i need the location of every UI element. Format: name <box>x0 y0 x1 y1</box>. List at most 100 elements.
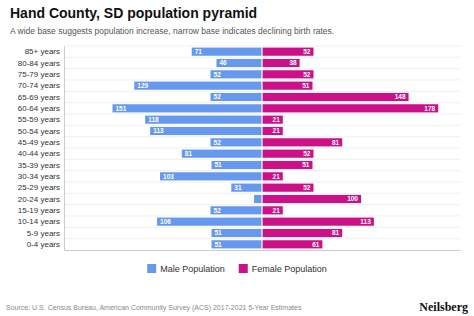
bar <box>262 93 409 101</box>
y-tick: 50-54 years <box>18 127 64 136</box>
bar <box>262 127 283 135</box>
bar <box>212 240 262 248</box>
data-label: 21 <box>273 173 281 180</box>
data-label: 21 <box>273 127 281 134</box>
y-axis: 0-4 years 5-9 years 10-14 years 15-19 years… <box>18 47 65 251</box>
data-label: 52 <box>303 184 311 191</box>
bar <box>145 116 262 124</box>
source: Source: U.S. Census Bureau, American Com… <box>6 304 302 312</box>
y-tick-label: 75-79 years <box>18 70 60 79</box>
data-label: 51 <box>302 82 310 89</box>
y-tick-label: 65-69 years <box>18 93 60 102</box>
legend-swatch <box>147 264 156 273</box>
data-label: 52 <box>214 207 222 214</box>
bar <box>157 218 262 226</box>
data-label: 21 <box>273 207 281 214</box>
bar <box>262 59 300 67</box>
data-label: 51 <box>215 229 223 236</box>
x-axis <box>65 250 461 251</box>
y-tick-label: 5-9 years <box>27 229 60 238</box>
y-tick-label: 25-29 years <box>18 183 60 192</box>
bar <box>192 48 262 56</box>
bar <box>262 206 283 214</box>
y-tick: 5-9 years <box>27 229 64 238</box>
data-label: 52 <box>214 93 222 100</box>
y-tick-label: 15-19 years <box>18 206 60 215</box>
bar <box>134 82 262 90</box>
data-label: 113 <box>360 218 371 225</box>
y-tick-label: 35-39 years <box>18 161 60 170</box>
plot: 51 51 106 52 31 103 51 81 52 113 118 151 52 129 52 46 71… <box>18 46 461 251</box>
data-label: 81 <box>332 229 340 236</box>
y-tick-label: 80-84 years <box>18 59 60 68</box>
bar <box>262 195 361 203</box>
data-label: 81 <box>332 139 340 146</box>
data-label: 151 <box>116 105 127 112</box>
legend-swatch <box>239 264 248 273</box>
data-label: 38 <box>289 59 297 66</box>
y-tick: 55-59 years <box>18 115 64 124</box>
legend-item: Male Population <box>147 264 225 274</box>
bar <box>160 172 262 180</box>
title: Hand County, SD population pyramid <box>10 5 257 21</box>
bar <box>262 150 313 158</box>
bar <box>150 127 262 135</box>
data-labels: 51 51 106 52 31 103 51 81 52 113 118 151 52 129 52 46 71… <box>116 48 436 248</box>
bar <box>231 184 262 192</box>
y-axis-line <box>64 47 65 251</box>
data-label: 52 <box>214 71 222 78</box>
legend-label: Male Population <box>160 264 225 274</box>
data-label: 52 <box>214 139 222 146</box>
bar <box>216 59 262 67</box>
y-tick: 15-19 years <box>18 206 64 215</box>
data-label: 31 <box>234 184 242 191</box>
y-tick-label: 55-59 years <box>18 115 60 124</box>
bar <box>211 93 262 101</box>
y-tick-label: 70-74 years <box>18 81 60 90</box>
y-tick: 45-49 years <box>18 138 64 147</box>
bar <box>262 104 438 112</box>
data-label: 106 <box>160 218 171 225</box>
y-tick: 25-29 years <box>18 183 64 192</box>
y-tick-label: 45-49 years <box>18 138 60 147</box>
bar <box>262 172 283 180</box>
y-tick: 40-44 years <box>18 149 64 158</box>
bar <box>262 48 313 56</box>
y-tick: 35-39 years <box>18 161 64 170</box>
y-tick: 30-34 years <box>18 172 64 181</box>
bar <box>211 70 262 78</box>
y-tick-label: 30-34 years <box>18 172 60 181</box>
data-label: 51 <box>302 161 310 168</box>
data-label: 46 <box>219 59 227 66</box>
data-label: 103 <box>163 173 174 180</box>
y-tick-label: 0-4 years <box>27 240 60 249</box>
y-tick: 75-79 years <box>18 70 64 79</box>
legend-label: Female Population <box>252 264 327 274</box>
bar <box>262 70 313 78</box>
bar <box>262 229 342 237</box>
data-label: 52 <box>303 150 311 157</box>
data-label: 71 <box>195 48 203 55</box>
y-tick: 10-14 years <box>18 217 64 226</box>
data-label: 51 <box>215 241 223 248</box>
y-tick: 60-64 years <box>18 104 64 113</box>
y-tick: 0-4 years <box>27 240 64 249</box>
bar <box>262 82 312 90</box>
subtitle: A wide base suggests population increase… <box>10 26 334 36</box>
data-label: 113 <box>153 127 164 134</box>
data-label: 129 <box>137 82 148 89</box>
y-tick-label: 85+ years <box>25 47 60 56</box>
bar <box>262 184 313 192</box>
chart: Hand County, SD population pyramid A wide… <box>0 0 474 316</box>
y-tick-label: 40-44 years <box>18 149 60 158</box>
bar <box>262 240 322 248</box>
y-tick: 80-84 years <box>18 59 64 68</box>
bar <box>182 150 262 158</box>
data-label: 61 <box>312 241 320 248</box>
data-label: 118 <box>148 116 159 123</box>
y-tick-label: 10-14 years <box>18 217 60 226</box>
bar <box>262 138 342 146</box>
bar <box>262 161 312 169</box>
bar <box>211 138 262 146</box>
data-label: 52 <box>303 71 311 78</box>
